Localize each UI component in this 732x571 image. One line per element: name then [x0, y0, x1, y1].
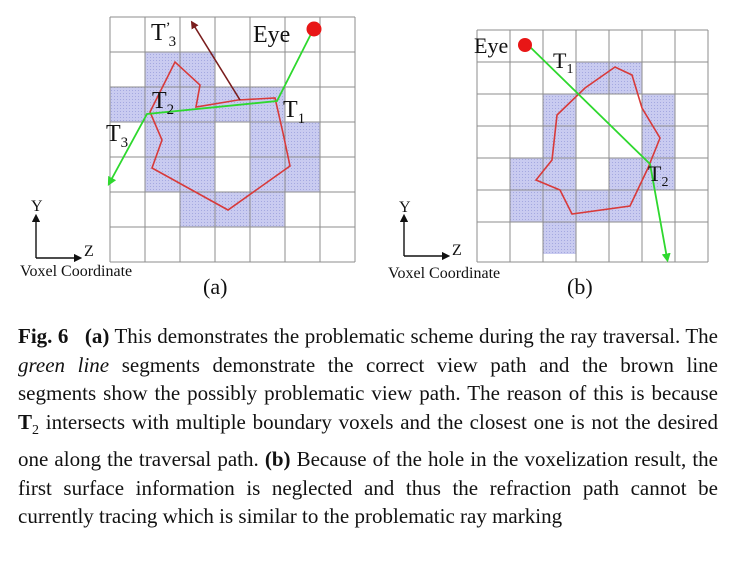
caption-t2-symbol: T	[18, 409, 33, 434]
figure-caption: Fig. 6 (a) This demonstrates the problem…	[18, 322, 718, 531]
axis-y-label-a: Y	[31, 198, 43, 215]
t2-label-b: T2	[648, 161, 668, 190]
caption-a-text-1: This demonstrates the problematic scheme…	[109, 324, 718, 348]
axis-z-label-a: Z	[84, 243, 94, 260]
green-path-a	[107, 33, 312, 186]
axis-b	[399, 213, 451, 261]
axis-a	[31, 213, 83, 263]
axis-y-label-b: Y	[399, 199, 411, 216]
brown-path-a	[190, 20, 241, 101]
t3-prime-label-a: T’ 3	[151, 20, 176, 50]
eye-icon-b	[518, 38, 532, 52]
caption-b-text: Because of the hole in the voxelization …	[18, 447, 719, 529]
t2-label-a: T2	[152, 88, 174, 118]
t1-label-a: T1	[283, 97, 305, 127]
caption-t2-sub: 2	[32, 422, 40, 438]
axis-caption-a: Voxel Coordinate	[20, 263, 132, 280]
caption-a-label: (a)	[84, 324, 110, 348]
panel-b: Eye T1 T2 Y Z Voxel Coordinate (b)	[388, 29, 709, 299]
object-boundary-a	[149, 60, 291, 211]
caption-fig-label: Fig. 6	[18, 324, 69, 348]
caption-green-line: green line	[18, 352, 110, 377]
caption-b-label: (b)	[264, 447, 291, 472]
caption-a-text-3: intersects with multiple boundary voxels…	[18, 409, 718, 472]
green-path-b	[526, 43, 671, 263]
figure-illustration: Eye T1 T2 T3 T’ 3 Y Z Voxel Coordinate (a…	[20, 16, 709, 299]
object-boundary-b	[534, 66, 661, 215]
panel-a: Eye T1 T2 T3 T’ 3 Y Z Voxel Coordinate (a…	[20, 16, 356, 299]
panel-label-b: (b)	[567, 274, 593, 299]
voxel-cells-b	[510, 62, 675, 254]
caption-a-text-2: segments demonstrate the correct view pa…	[18, 352, 719, 406]
eye-label-b: Eye	[474, 33, 508, 58]
t3-label-a: T3	[106, 121, 128, 151]
panel-label-a: (a)	[203, 274, 227, 299]
eye-label-a: Eye	[253, 22, 290, 48]
axis-z-label-b: Z	[452, 242, 462, 259]
grid-b	[476, 29, 709, 263]
axis-caption-b: Voxel Coordinate	[388, 265, 500, 282]
eye-icon-a	[306, 21, 322, 37]
t1-label-b: T1	[553, 48, 573, 77]
